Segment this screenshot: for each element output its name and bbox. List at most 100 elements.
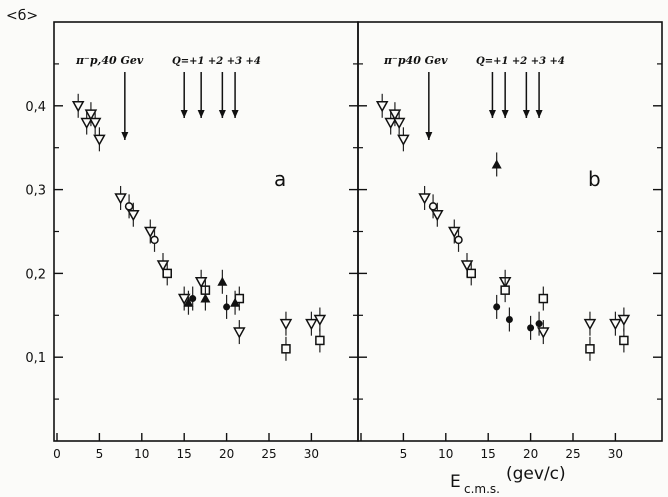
data-point-filled-triangle-up: [183, 290, 194, 315]
data-point-open-triangle-down: [617, 307, 631, 332]
data-point-open-square: [466, 261, 476, 286]
data-point-open-triangle-down: [448, 219, 461, 244]
marker-open-square: [619, 335, 629, 346]
marker-triangle-down: [177, 293, 191, 306]
marker-triangle-down: [384, 117, 397, 130]
data-point-open-triangle-down: [144, 219, 157, 244]
data-point-open-triangle-down: [418, 185, 431, 210]
marker-triangle-down: [88, 117, 102, 130]
marker-open-circle: [428, 202, 438, 211]
axes-text: <б> E c.m.s. (gev/c): [6, 8, 566, 496]
panel-b: 5 10 15 20 25 30 π⁻p40 Gev Q=+1 +2 +3 +4 b: [357, 21, 663, 461]
marker-filled-circle: [493, 303, 501, 311]
data-point-open-square: [315, 328, 325, 353]
data-point-open-circle: [428, 194, 438, 219]
x-tick-label: 5: [400, 447, 408, 461]
data-point-filled-triangle-up: [200, 286, 211, 311]
data-point-open-triangle-down: [431, 202, 444, 227]
marker-triangle-up: [217, 276, 228, 286]
x-tick-label: 15: [481, 447, 496, 461]
marker-filled-circle: [535, 320, 543, 328]
x-tick-label: 20: [523, 447, 538, 461]
marker-triangle-down: [537, 327, 550, 339]
x-tick-label: 0: [53, 447, 61, 461]
pion-annotation: π⁻p,40 Gev: [75, 54, 144, 67]
data-point-open-triangle-down: [127, 202, 140, 227]
marker-open-square: [162, 268, 172, 279]
marker-triangle-down: [194, 277, 208, 289]
charge-annotation: Q=+1 +2 +3 +4: [172, 56, 261, 67]
marker-triangle-down: [397, 134, 410, 146]
data-point-open-circle: [454, 227, 463, 252]
marker-triangle-down: [418, 193, 431, 205]
x-tick-label: 5: [96, 447, 104, 461]
arrow-head: [180, 110, 188, 118]
data-point-open-triangle-down: [609, 311, 622, 336]
marker-filled-circle: [505, 315, 513, 323]
data-point-filled-circle: [493, 294, 501, 319]
data-point-filled-circle: [527, 315, 535, 340]
marker-triangle-down: [93, 134, 106, 146]
data-point-open-square: [234, 286, 245, 311]
y-tick-label: 0,3: [25, 184, 46, 199]
data-point-filled-triangle-up: [217, 269, 228, 294]
panel-frame: [357, 21, 663, 442]
y-tick-label: 0,2: [25, 267, 46, 282]
marker-triangle-up: [491, 159, 502, 169]
data-point-open-triangle-down: [71, 93, 85, 118]
data-point-open-circle: [124, 194, 134, 219]
marker-filled-circle: [189, 295, 197, 303]
x-axis-label-sub: c.m.s.: [464, 482, 500, 496]
x-axis-label-units: (gev/c): [506, 464, 566, 484]
arrow-head: [535, 110, 543, 118]
data-point-open-square: [162, 261, 172, 286]
arrow-head: [501, 110, 509, 118]
data-point-filled-circle: [535, 311, 543, 336]
marker-triangle-up: [183, 297, 194, 307]
marker-triangle-down: [583, 318, 597, 331]
arrow-head: [425, 132, 433, 140]
data-point-open-square: [619, 328, 629, 353]
data-point-open-triangle-down: [375, 93, 389, 118]
marker-triangle-down: [431, 209, 444, 222]
marker-triangle-down: [375, 101, 389, 113]
marker-open-square: [315, 335, 325, 346]
marker-triangle-down: [313, 314, 327, 327]
data-point-open-triangle-down: [88, 110, 102, 135]
marker-triangle-down: [279, 318, 293, 331]
arrow-head: [522, 110, 530, 118]
panel-frame: [53, 21, 359, 442]
data-point-open-triangle-down: [177, 286, 191, 311]
marker-triangle-up: [200, 293, 211, 303]
data-point-open-square: [281, 336, 291, 361]
data-point-open-triangle-down: [93, 127, 106, 152]
panel-a: 0,1 0,2 0,3 0,4 0 5 10 15 20 25 30 π⁻p,40 Gev Q=+1 +…: [25, 21, 359, 461]
data-point-open-triangle-down: [388, 102, 402, 127]
marker-triangle-down: [127, 209, 140, 222]
marker-open-circle: [454, 235, 463, 245]
arrow-head: [231, 110, 239, 118]
marker-triangle-down: [617, 314, 631, 327]
x-tick-label: 30: [304, 447, 319, 461]
data-point-open-triangle-down: [583, 311, 597, 336]
data-point-open-triangle-down: [397, 127, 410, 152]
marker-triangle-down: [233, 327, 246, 339]
data-point-filled-circle: [189, 286, 197, 311]
plot-panels: 0,1 0,2 0,3 0,4 0 5 10 15 20 25 30 π⁻p,40 Gev Q=+1 +…: [25, 21, 663, 461]
y-axis-label: <б>: [6, 8, 38, 24]
marker-triangle-down: [392, 117, 406, 130]
data-point-open-triangle-down: [80, 110, 93, 135]
marker-open-circle: [150, 235, 159, 245]
arrow-head: [121, 132, 129, 140]
marker-triangle-down: [388, 109, 402, 121]
charge-annotation: Q=+1 +2 +3 +4: [476, 56, 565, 67]
panel-label: a: [274, 167, 286, 191]
marker-open-square: [466, 268, 476, 279]
x-tick-label: 10: [134, 447, 149, 461]
marker-triangle-down: [84, 109, 98, 121]
marker-open-square: [500, 285, 510, 295]
data-point-open-triangle-down: [279, 311, 293, 336]
marker-open-circle: [124, 202, 134, 211]
marker-triangle-down: [460, 260, 474, 272]
